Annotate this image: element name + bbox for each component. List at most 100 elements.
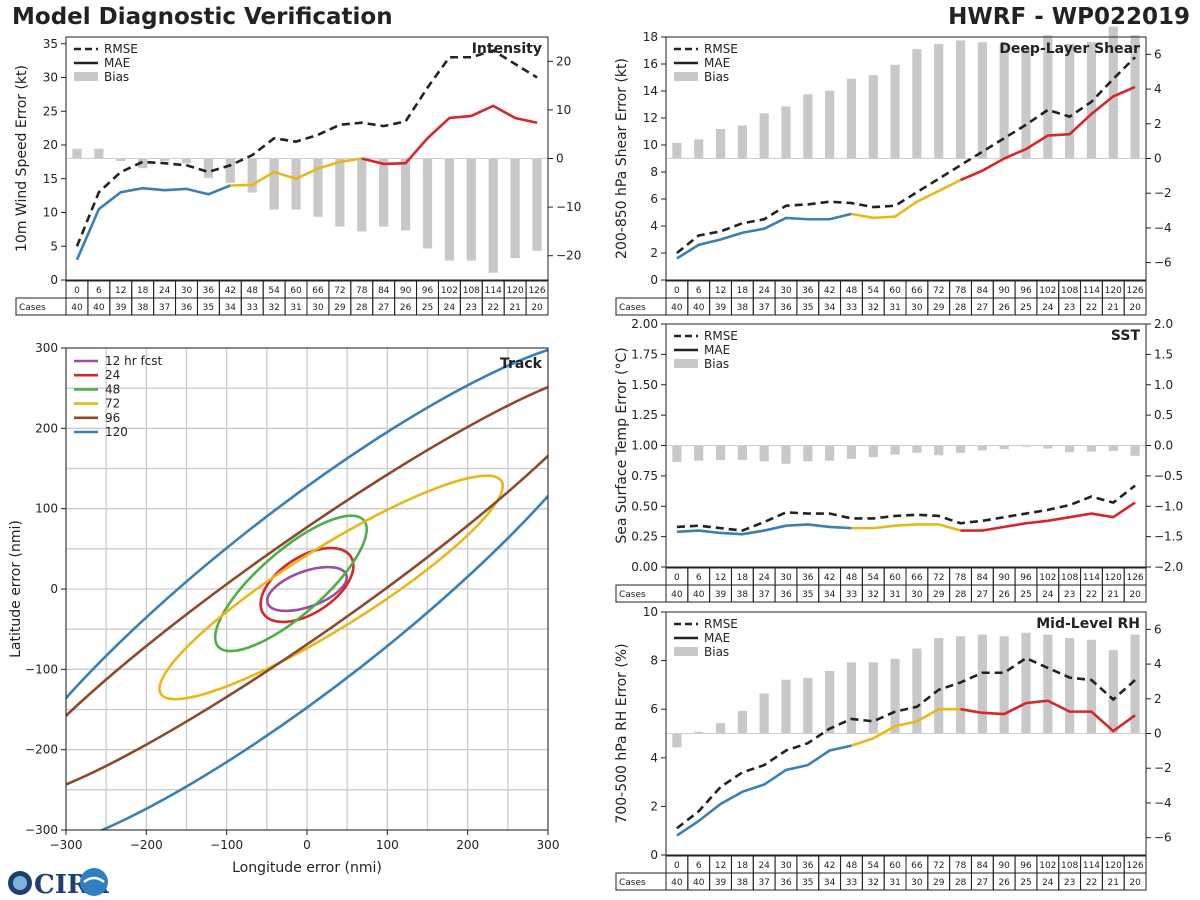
y-tick-label: 100 bbox=[35, 502, 58, 516]
bias-bar bbox=[977, 634, 987, 734]
cira-logo: CIRA bbox=[8, 868, 109, 900]
x-axis-label: Longitude error (nmi) bbox=[232, 860, 382, 876]
cases-value: 39 bbox=[715, 590, 727, 600]
bias-bar bbox=[422, 158, 433, 249]
x-tick-label: −300 bbox=[50, 838, 83, 852]
cases-value: 23 bbox=[1064, 590, 1075, 600]
bias-bar bbox=[781, 106, 791, 159]
y-tick-label: 4 bbox=[650, 751, 658, 765]
cases-value: 23 bbox=[1064, 303, 1075, 313]
legend-label: 96 bbox=[105, 411, 120, 425]
bias-bar bbox=[1108, 445, 1118, 451]
bias-bar bbox=[159, 158, 170, 161]
y-tick-label: 0.75 bbox=[631, 469, 658, 483]
error-ellipse-24 bbox=[259, 546, 355, 624]
y2-tick-label: 1.5 bbox=[1154, 347, 1173, 361]
hour-label: 18 bbox=[737, 573, 749, 583]
x-tick-label: −200 bbox=[130, 838, 163, 852]
legend-label: 48 bbox=[105, 382, 120, 396]
cases-value: 21 bbox=[1108, 878, 1119, 888]
bias-bar bbox=[1130, 634, 1140, 734]
legend-bias-label: Bias bbox=[704, 70, 729, 84]
y-tick-label: 0 bbox=[650, 848, 658, 862]
hour-label: 66 bbox=[312, 286, 324, 296]
page-title: Model Diagnostic Verification bbox=[12, 4, 393, 30]
hour-label: 102 bbox=[1039, 286, 1056, 296]
bias-bar bbox=[977, 42, 987, 159]
hour-label: 6 bbox=[696, 573, 702, 583]
bias-bar bbox=[694, 731, 704, 734]
bias-bar bbox=[781, 445, 791, 464]
bias-bar bbox=[999, 43, 1009, 159]
hour-label: 66 bbox=[911, 573, 923, 583]
y2-tick-label: −1.0 bbox=[1154, 499, 1183, 513]
hour-label: 42 bbox=[824, 286, 835, 296]
bias-bar bbox=[912, 445, 922, 453]
cases-value: 28 bbox=[955, 878, 967, 888]
rmse-line bbox=[676, 656, 1136, 830]
legend-mae-label: MAE bbox=[704, 343, 730, 357]
cases-label: Cases bbox=[619, 878, 646, 888]
y-tick-label: 18 bbox=[643, 30, 658, 44]
y2-tick-label: 0.0 bbox=[1154, 439, 1173, 453]
bias-bar bbox=[803, 445, 813, 462]
cases-value: 34 bbox=[225, 303, 237, 313]
cases-value: 37 bbox=[758, 878, 769, 888]
cases-cell bbox=[1123, 297, 1147, 316]
hour-label: 48 bbox=[247, 286, 259, 296]
cases-value: 33 bbox=[247, 303, 258, 313]
y-tick-label: 4 bbox=[650, 219, 658, 233]
y2-tick-label: 10 bbox=[556, 103, 571, 117]
panel-track: −300 −200 −100 0 100 200 300 −300 −200 −100 0 100 20… bbox=[8, 341, 559, 876]
hour-label: 48 bbox=[846, 573, 858, 583]
panel-title: Intensity bbox=[472, 41, 542, 57]
bias-bar bbox=[846, 662, 857, 734]
bias-bar bbox=[694, 445, 704, 461]
hour-label: 102 bbox=[441, 286, 458, 296]
hour-label: 60 bbox=[290, 286, 302, 296]
bias-bar bbox=[977, 445, 987, 451]
hour-label: 126 bbox=[1126, 861, 1143, 871]
y-tick-label: −300 bbox=[25, 823, 58, 837]
hour-label: 126 bbox=[528, 286, 545, 296]
cases-value: 39 bbox=[715, 878, 727, 888]
y2-tick-label: −2 bbox=[1154, 186, 1172, 200]
cases-value: 35 bbox=[802, 303, 813, 313]
mae-line-segment bbox=[676, 212, 852, 260]
hour-label: 54 bbox=[868, 573, 880, 583]
y2-tick-label: −1.5 bbox=[1154, 530, 1183, 544]
cases-value: 31 bbox=[889, 590, 900, 600]
error-ellipse-72 bbox=[158, 474, 505, 701]
bias-bar bbox=[532, 158, 542, 251]
cases-value: 30 bbox=[911, 878, 923, 888]
cases-value: 20 bbox=[1129, 878, 1141, 888]
hour-label: 48 bbox=[846, 286, 858, 296]
hour-label: 30 bbox=[780, 861, 792, 871]
bias-bar bbox=[868, 445, 878, 458]
cases-value: 37 bbox=[159, 303, 170, 313]
hour-label: 30 bbox=[181, 286, 193, 296]
y-tick-label: 300 bbox=[35, 341, 58, 355]
hour-label: 0 bbox=[674, 861, 680, 871]
y-tick-label: 1.75 bbox=[631, 347, 658, 361]
cases-value: 39 bbox=[115, 303, 127, 313]
hour-label: 54 bbox=[868, 861, 880, 871]
cases-value: 36 bbox=[780, 303, 792, 313]
cases-value: 40 bbox=[71, 303, 83, 313]
y-tick-label: 16 bbox=[643, 57, 658, 71]
cases-value: 30 bbox=[911, 303, 923, 313]
hour-label: 72 bbox=[933, 861, 944, 871]
panel-title: Mid-Level RH bbox=[1036, 616, 1140, 632]
hour-label: 12 bbox=[715, 861, 726, 871]
y-tick-label: 30 bbox=[43, 71, 58, 85]
legend-bias-label: Bias bbox=[704, 357, 729, 371]
cases-value: 30 bbox=[911, 590, 923, 600]
legend-bias-swatch bbox=[674, 72, 698, 81]
y-tick-label: 10 bbox=[643, 138, 658, 152]
hour-label: 96 bbox=[1020, 286, 1032, 296]
cases-value: 37 bbox=[758, 590, 769, 600]
legend-rmse-label: RMSE bbox=[704, 617, 738, 631]
cases-value: 27 bbox=[378, 303, 389, 313]
hour-label: 72 bbox=[933, 286, 944, 296]
bias-bar bbox=[94, 148, 104, 159]
